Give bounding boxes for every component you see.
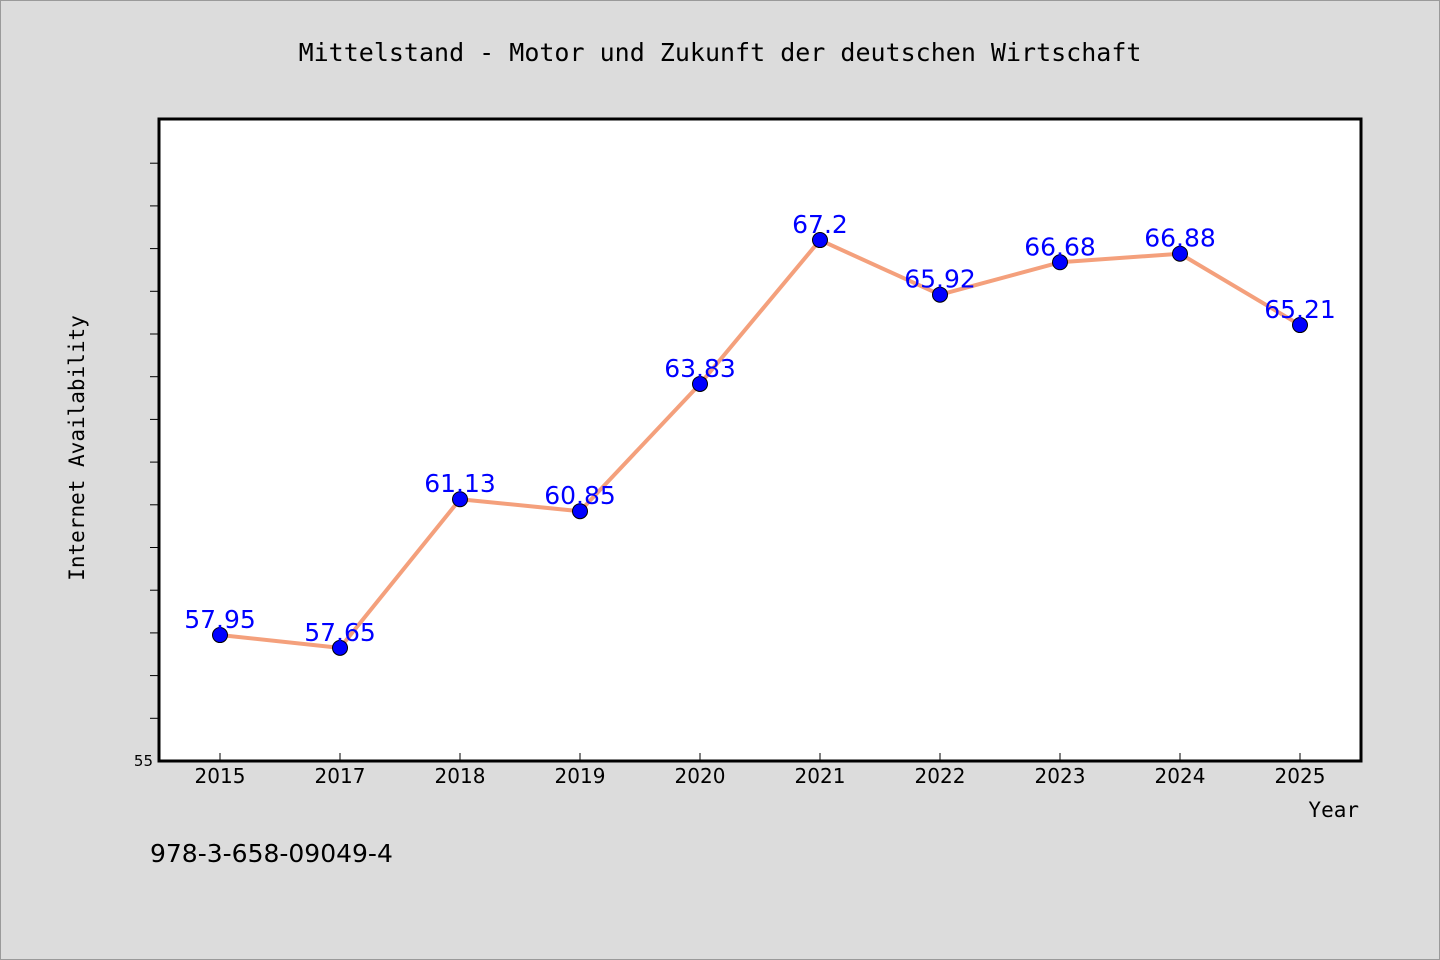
- y-axis-label: Internet Availability: [65, 315, 89, 581]
- data-point: [1292, 317, 1308, 334]
- data-label: 65.21: [1264, 295, 1336, 324]
- data-label: 61.13: [424, 469, 496, 498]
- data-point: [212, 627, 228, 644]
- data-point: [932, 286, 948, 303]
- data-point: [332, 639, 348, 656]
- data-label: 63.83: [664, 354, 736, 383]
- data-point: [1172, 245, 1188, 262]
- data-point: [1052, 254, 1068, 271]
- y-tick-label: 55: [134, 752, 153, 770]
- x-axis-label: Year: [1308, 798, 1359, 822]
- x-tick-label: 2015: [195, 764, 246, 788]
- x-tick-label: 2023: [1035, 764, 1086, 788]
- x-tick-label: 2024: [1155, 764, 1206, 788]
- data-point: [452, 491, 468, 508]
- plot-area: [157, 117, 1363, 763]
- data-label: 66.88: [1144, 224, 1216, 253]
- data-label: 66.68: [1024, 232, 1096, 261]
- data-label: 57.95: [184, 605, 256, 634]
- x-tick-label: 2022: [915, 764, 966, 788]
- chart-title: Mittelstand - Motor und Zukunft der deut…: [299, 38, 1142, 67]
- data-points: [212, 232, 1308, 656]
- x-tick-label: 2025: [1275, 764, 1326, 788]
- x-axis-ticks: 2015 2017 2018 2019 2020 2021 2022 2023 2024 2025: [195, 753, 1326, 788]
- data-point: [692, 375, 708, 392]
- x-tick-label: 2018: [435, 764, 486, 788]
- data-label: 57.65: [304, 618, 376, 647]
- x-tick-label: 2019: [555, 764, 606, 788]
- x-tick-label: 2021: [795, 764, 846, 788]
- y-axis-ticks: 55: [134, 162, 159, 770]
- data-point: [812, 232, 828, 249]
- isbn-text: 978-3-658-09049-4: [150, 839, 393, 868]
- x-tick-label: 2017: [315, 764, 366, 788]
- x-tick-label: 2020: [675, 764, 726, 788]
- data-labels: 57.95 57.65 61.13 60.85 63.83 67.2 65.92 66.68 6…: [184, 210, 1336, 647]
- data-label: 67.2: [792, 210, 848, 239]
- data-label: 60.85: [544, 481, 616, 510]
- data-label: 65.92: [904, 265, 976, 294]
- data-point: [572, 503, 588, 520]
- series-line: [218, 238, 1302, 650]
